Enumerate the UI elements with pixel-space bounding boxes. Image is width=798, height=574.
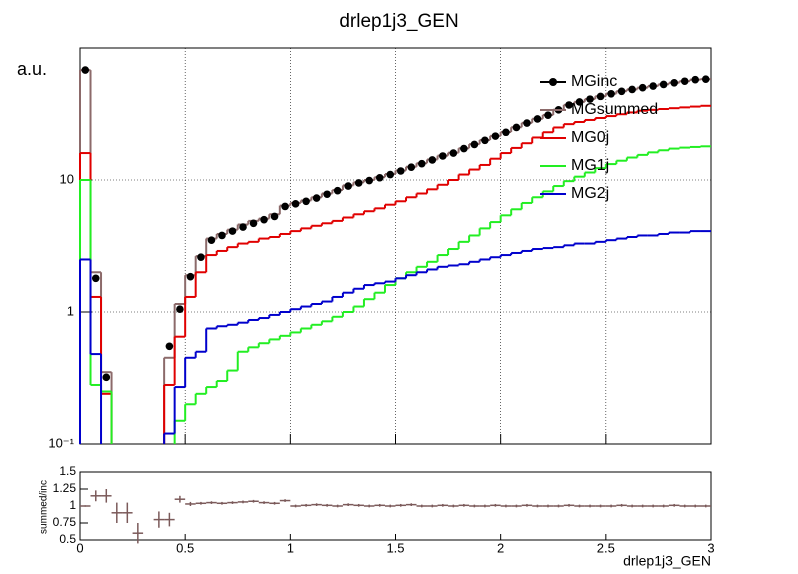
point [218, 231, 226, 240]
point [176, 305, 184, 314]
point [281, 202, 289, 211]
point [260, 215, 268, 224]
point [333, 186, 342, 195]
point [586, 95, 594, 103]
point [165, 342, 174, 351]
x-axis-title: drlep1j3_GEN [623, 553, 711, 569]
point [354, 179, 363, 187]
point [470, 140, 479, 149]
point [197, 253, 205, 262]
point [575, 98, 584, 106]
point [680, 77, 689, 86]
point [81, 66, 90, 74]
y-tick-label: 1 [67, 303, 74, 318]
legend-label: MGinc [571, 73, 617, 90]
x-tick-label: 1 [287, 540, 294, 555]
point [701, 75, 710, 84]
point [302, 197, 310, 206]
legend-label: MG1j [571, 157, 609, 174]
ratio-y-title: summed/inc [39, 480, 50, 534]
point [323, 190, 331, 199]
point [617, 87, 626, 96]
point [638, 83, 647, 92]
point [607, 89, 615, 98]
legend-label: MG2j [571, 185, 609, 202]
point [270, 212, 279, 221]
point [439, 152, 447, 160]
point [207, 236, 216, 244]
y-axis-title: a.u. [17, 59, 47, 79]
chart-title: drlep1j3_GEN [339, 11, 458, 32]
point [523, 119, 531, 127]
point [228, 227, 237, 235]
point [375, 173, 384, 182]
y-tick-label: 10 [60, 171, 74, 186]
y-tick-label: 10⁻¹ [48, 435, 74, 450]
point [386, 170, 395, 179]
point [544, 111, 552, 119]
point [691, 75, 700, 84]
point [460, 144, 468, 153]
point [481, 136, 489, 145]
x-tick-label: 0 [76, 540, 83, 555]
y-tick-label: 1.5 [59, 464, 76, 478]
point [491, 132, 500, 140]
x-tick-label: 0.5 [176, 540, 194, 555]
point [239, 223, 247, 231]
point [596, 92, 605, 101]
x-tick-label: 3 [707, 540, 714, 555]
point [417, 159, 426, 168]
point [186, 272, 195, 281]
point [396, 167, 405, 175]
point [344, 182, 352, 190]
point [249, 219, 258, 228]
point [565, 101, 573, 109]
point [291, 200, 300, 208]
point [428, 156, 437, 164]
point [659, 80, 668, 89]
point [670, 78, 678, 87]
y-tick-label: 0.5 [59, 532, 76, 546]
legend-label: MG0j [571, 129, 609, 146]
x-tick-label: 2 [497, 540, 504, 555]
point [91, 274, 100, 283]
point [512, 123, 521, 132]
y-tick-label: 1.25 [53, 481, 77, 495]
point [649, 82, 657, 90]
x-tick-label: 1.5 [386, 540, 404, 555]
point [312, 194, 321, 202]
point [502, 128, 510, 137]
point [533, 115, 542, 123]
point [365, 176, 374, 185]
point [102, 373, 111, 382]
legend-swatch [549, 78, 557, 86]
point [628, 85, 636, 94]
point [407, 163, 416, 172]
y-tick-label: 1 [69, 498, 76, 512]
legend-label: MGsummed [571, 101, 658, 118]
point [449, 149, 458, 157]
x-tick-label: 2.5 [597, 540, 615, 555]
y-tick-label: 0.75 [53, 515, 77, 529]
